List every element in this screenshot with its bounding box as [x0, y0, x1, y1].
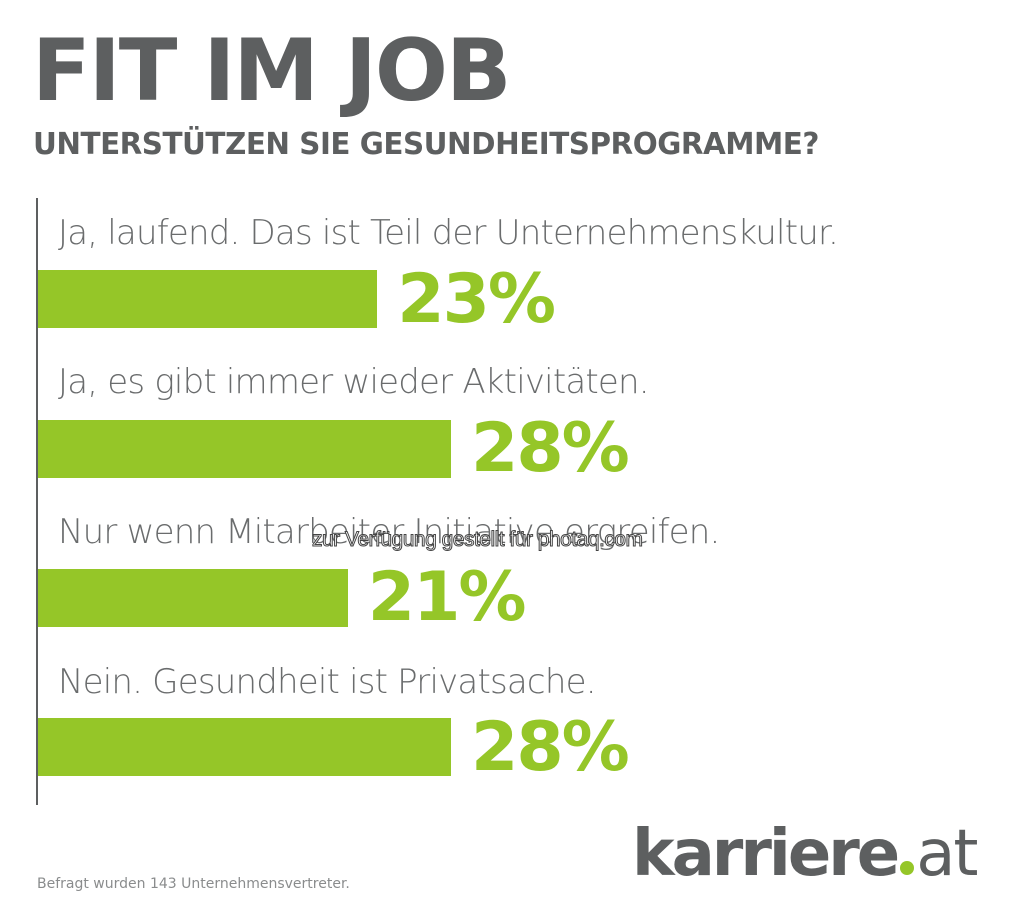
category-label: Nein. Gesundheit ist Privatsache.: [58, 662, 597, 702]
chart-title: FIT IM JOB: [32, 21, 512, 121]
footnote: Befragt wurden 143 Unternehmensvertreter…: [37, 876, 350, 892]
y-axis-line: [36, 198, 38, 805]
value-label: 28%: [471, 708, 630, 787]
bar: [38, 718, 451, 776]
logo-name: karriere: [632, 817, 900, 891]
logo-tld: at: [916, 817, 978, 891]
bar: [38, 270, 378, 328]
value-label: 28%: [471, 409, 630, 488]
karriere-logo: karriere at: [632, 822, 979, 886]
watermark: zur Verfügung gestellt für photaq.com: [312, 528, 644, 552]
value-label: 21%: [367, 558, 527, 637]
category-label: Nur wenn Mitarbeiter Initiative ergreife…: [58, 512, 720, 552]
logo-dot-icon: [900, 861, 915, 875]
category-label: Ja, laufend. Das ist Teil der Unternehme…: [58, 213, 839, 253]
value-label: 23%: [397, 260, 556, 339]
chart-subtitle: UNTERSTÜTZEN SIE GESUNDHEITSPROGRAMME?: [33, 127, 819, 162]
bar: [38, 569, 348, 627]
bar: [38, 420, 451, 478]
category-label: Ja, es gibt immer wieder Aktivitäten.: [58, 362, 650, 402]
